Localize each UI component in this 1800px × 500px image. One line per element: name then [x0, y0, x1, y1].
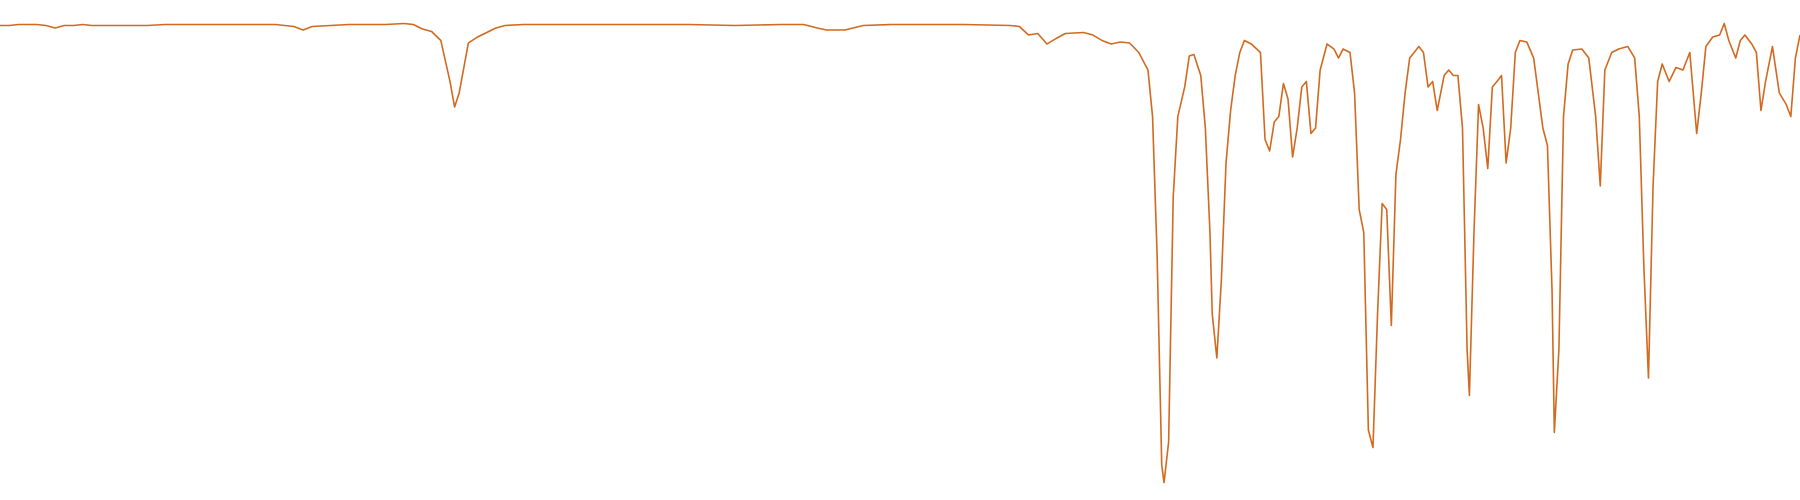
spectrum-line	[0, 22, 1800, 484]
